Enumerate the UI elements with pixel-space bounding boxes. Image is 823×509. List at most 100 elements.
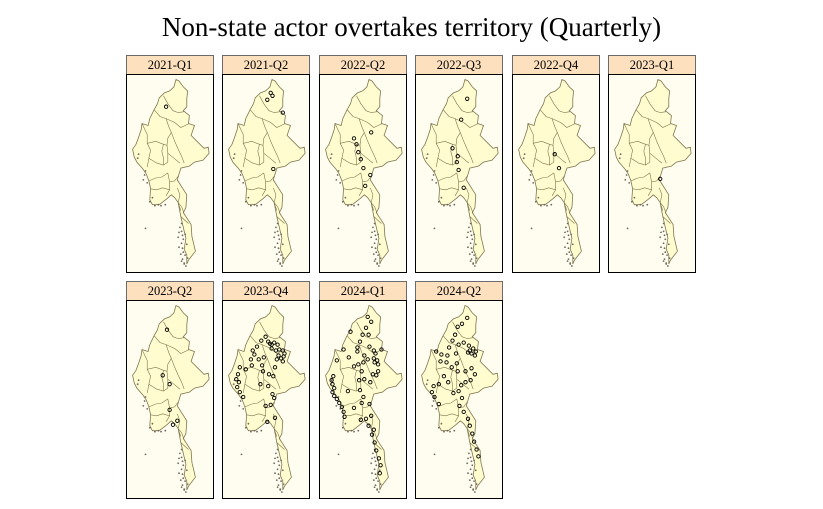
map-panel: 2023-Q4 [222,281,310,499]
island [473,254,475,256]
event-point [459,383,464,388]
island [662,222,665,225]
island [357,203,360,206]
island [470,484,473,486]
island [662,260,665,262]
island [564,246,566,249]
island [473,459,475,462]
event-point [337,400,342,406]
island [277,234,280,237]
event-point [363,183,368,189]
state-border [180,216,189,224]
island [467,472,469,475]
panel-strip: 2023-Q4 [222,281,310,301]
state-border [340,366,362,380]
island [469,222,472,225]
event-point [357,387,363,393]
event-point [274,357,279,362]
state-border [265,175,275,183]
island [180,486,183,488]
island [178,472,180,475]
event-point [160,373,165,378]
map-frame [608,74,696,273]
island [467,231,469,234]
event-point [356,362,361,367]
event-point [457,403,462,409]
state-border [632,187,652,191]
island [180,448,183,451]
event-point [465,315,470,321]
island [178,231,180,234]
event-point [452,332,458,337]
event-point [332,393,337,399]
event-point [446,380,451,385]
island [276,456,279,459]
state-border [169,175,179,183]
island [566,230,569,233]
event-point [270,391,275,397]
map-frame [126,300,214,499]
event-point [254,344,260,349]
event-point [248,357,254,362]
island [232,157,235,160]
state-border [237,123,247,168]
island [182,464,185,467]
island [472,489,475,491]
island [157,203,160,206]
state-border [263,378,277,390]
event-point [268,402,273,408]
event-point [465,96,470,101]
island [372,479,375,481]
event-point [368,172,373,178]
event-point [358,417,363,422]
state-border [659,202,667,214]
state-border [153,109,172,146]
event-point [658,176,663,182]
event-point [272,415,278,420]
event-point [329,378,334,383]
island [566,242,569,245]
map-frame [222,74,310,273]
event-point [461,340,466,345]
event-point [375,369,381,374]
panel-label: 2023-Q4 [243,284,289,298]
island [242,408,245,410]
state-border [343,187,363,191]
island [376,489,379,491]
state-border [527,123,537,168]
island [253,203,256,206]
state-border [356,321,378,339]
state-border [662,216,671,224]
island [181,460,184,463]
island [256,430,258,433]
island [550,203,553,206]
map-frame [512,74,600,273]
event-point [468,378,473,383]
event-point [474,447,479,452]
state-border [148,172,170,196]
event-point [351,405,357,411]
event-point [472,353,478,358]
island [335,179,338,181]
island [353,204,355,207]
panel-label: 2022-Q3 [436,58,482,72]
island [330,153,333,156]
event-point [357,339,363,344]
state-border [659,187,664,211]
island [379,257,382,259]
panel-label: 2022-Q2 [340,58,386,72]
island [431,405,434,407]
event-point [331,374,336,379]
event-point [449,365,454,370]
state-border [273,202,281,214]
island [280,459,282,462]
island [238,179,241,181]
event-point [265,97,270,102]
panel-strip: 2022-Q2 [319,55,407,75]
event-point [258,382,263,387]
island [347,430,349,433]
event-point [432,394,437,400]
event-point [455,369,460,374]
event-point [334,358,339,363]
island [567,247,570,250]
